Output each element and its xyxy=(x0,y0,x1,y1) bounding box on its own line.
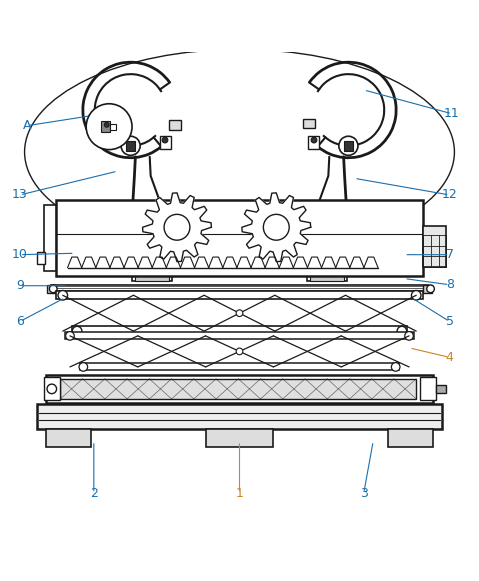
Bar xyxy=(44,205,56,271)
Bar xyxy=(36,252,45,264)
Circle shape xyxy=(263,214,289,240)
Bar xyxy=(46,375,433,403)
Text: 13: 13 xyxy=(12,188,28,202)
Circle shape xyxy=(339,136,358,155)
Bar xyxy=(423,285,432,293)
Bar xyxy=(436,385,446,393)
Text: 10: 10 xyxy=(12,248,28,261)
Circle shape xyxy=(397,327,407,336)
Bar xyxy=(132,267,172,281)
Circle shape xyxy=(405,332,413,340)
Bar xyxy=(170,120,182,130)
Bar xyxy=(51,285,428,293)
Bar xyxy=(80,363,399,370)
Bar xyxy=(46,429,91,447)
Bar xyxy=(56,290,423,299)
Circle shape xyxy=(391,363,400,371)
Circle shape xyxy=(162,137,168,143)
Bar xyxy=(126,141,136,150)
Circle shape xyxy=(411,290,421,300)
Text: 6: 6 xyxy=(16,315,24,328)
Bar xyxy=(136,274,169,281)
Text: 11: 11 xyxy=(444,107,460,120)
Circle shape xyxy=(66,332,74,340)
Circle shape xyxy=(58,290,68,300)
Circle shape xyxy=(104,123,109,127)
Bar xyxy=(310,274,343,281)
Text: 9: 9 xyxy=(16,279,24,292)
Bar xyxy=(160,136,171,149)
Circle shape xyxy=(47,384,57,394)
Bar xyxy=(60,379,416,399)
Text: 3: 3 xyxy=(360,487,367,500)
Text: 8: 8 xyxy=(445,278,454,291)
Bar xyxy=(101,121,110,132)
Bar xyxy=(307,267,347,281)
Circle shape xyxy=(86,104,132,149)
Circle shape xyxy=(236,310,243,317)
Polygon shape xyxy=(143,193,211,261)
Circle shape xyxy=(236,348,243,355)
Circle shape xyxy=(79,363,88,371)
Bar xyxy=(420,378,436,400)
Polygon shape xyxy=(242,193,311,261)
Bar xyxy=(36,404,443,429)
Bar xyxy=(47,285,56,293)
Bar xyxy=(308,136,319,149)
Text: A: A xyxy=(23,119,31,132)
Bar xyxy=(56,200,423,276)
Text: 12: 12 xyxy=(442,188,457,202)
Bar xyxy=(44,378,60,400)
Text: 1: 1 xyxy=(236,487,243,500)
Bar xyxy=(423,226,446,267)
Text: 2: 2 xyxy=(90,487,98,500)
Circle shape xyxy=(427,285,434,293)
Bar xyxy=(388,429,433,447)
Bar xyxy=(303,119,315,128)
Circle shape xyxy=(72,327,82,336)
Bar xyxy=(72,327,407,335)
Bar xyxy=(110,124,116,130)
Text: 4: 4 xyxy=(446,351,454,364)
Circle shape xyxy=(49,285,57,293)
Circle shape xyxy=(164,214,190,240)
Circle shape xyxy=(311,137,317,143)
Bar xyxy=(343,141,353,150)
Circle shape xyxy=(121,136,140,155)
Text: 5: 5 xyxy=(445,315,454,328)
Text: 7: 7 xyxy=(445,248,454,261)
Bar xyxy=(65,332,414,339)
Bar xyxy=(206,429,273,447)
